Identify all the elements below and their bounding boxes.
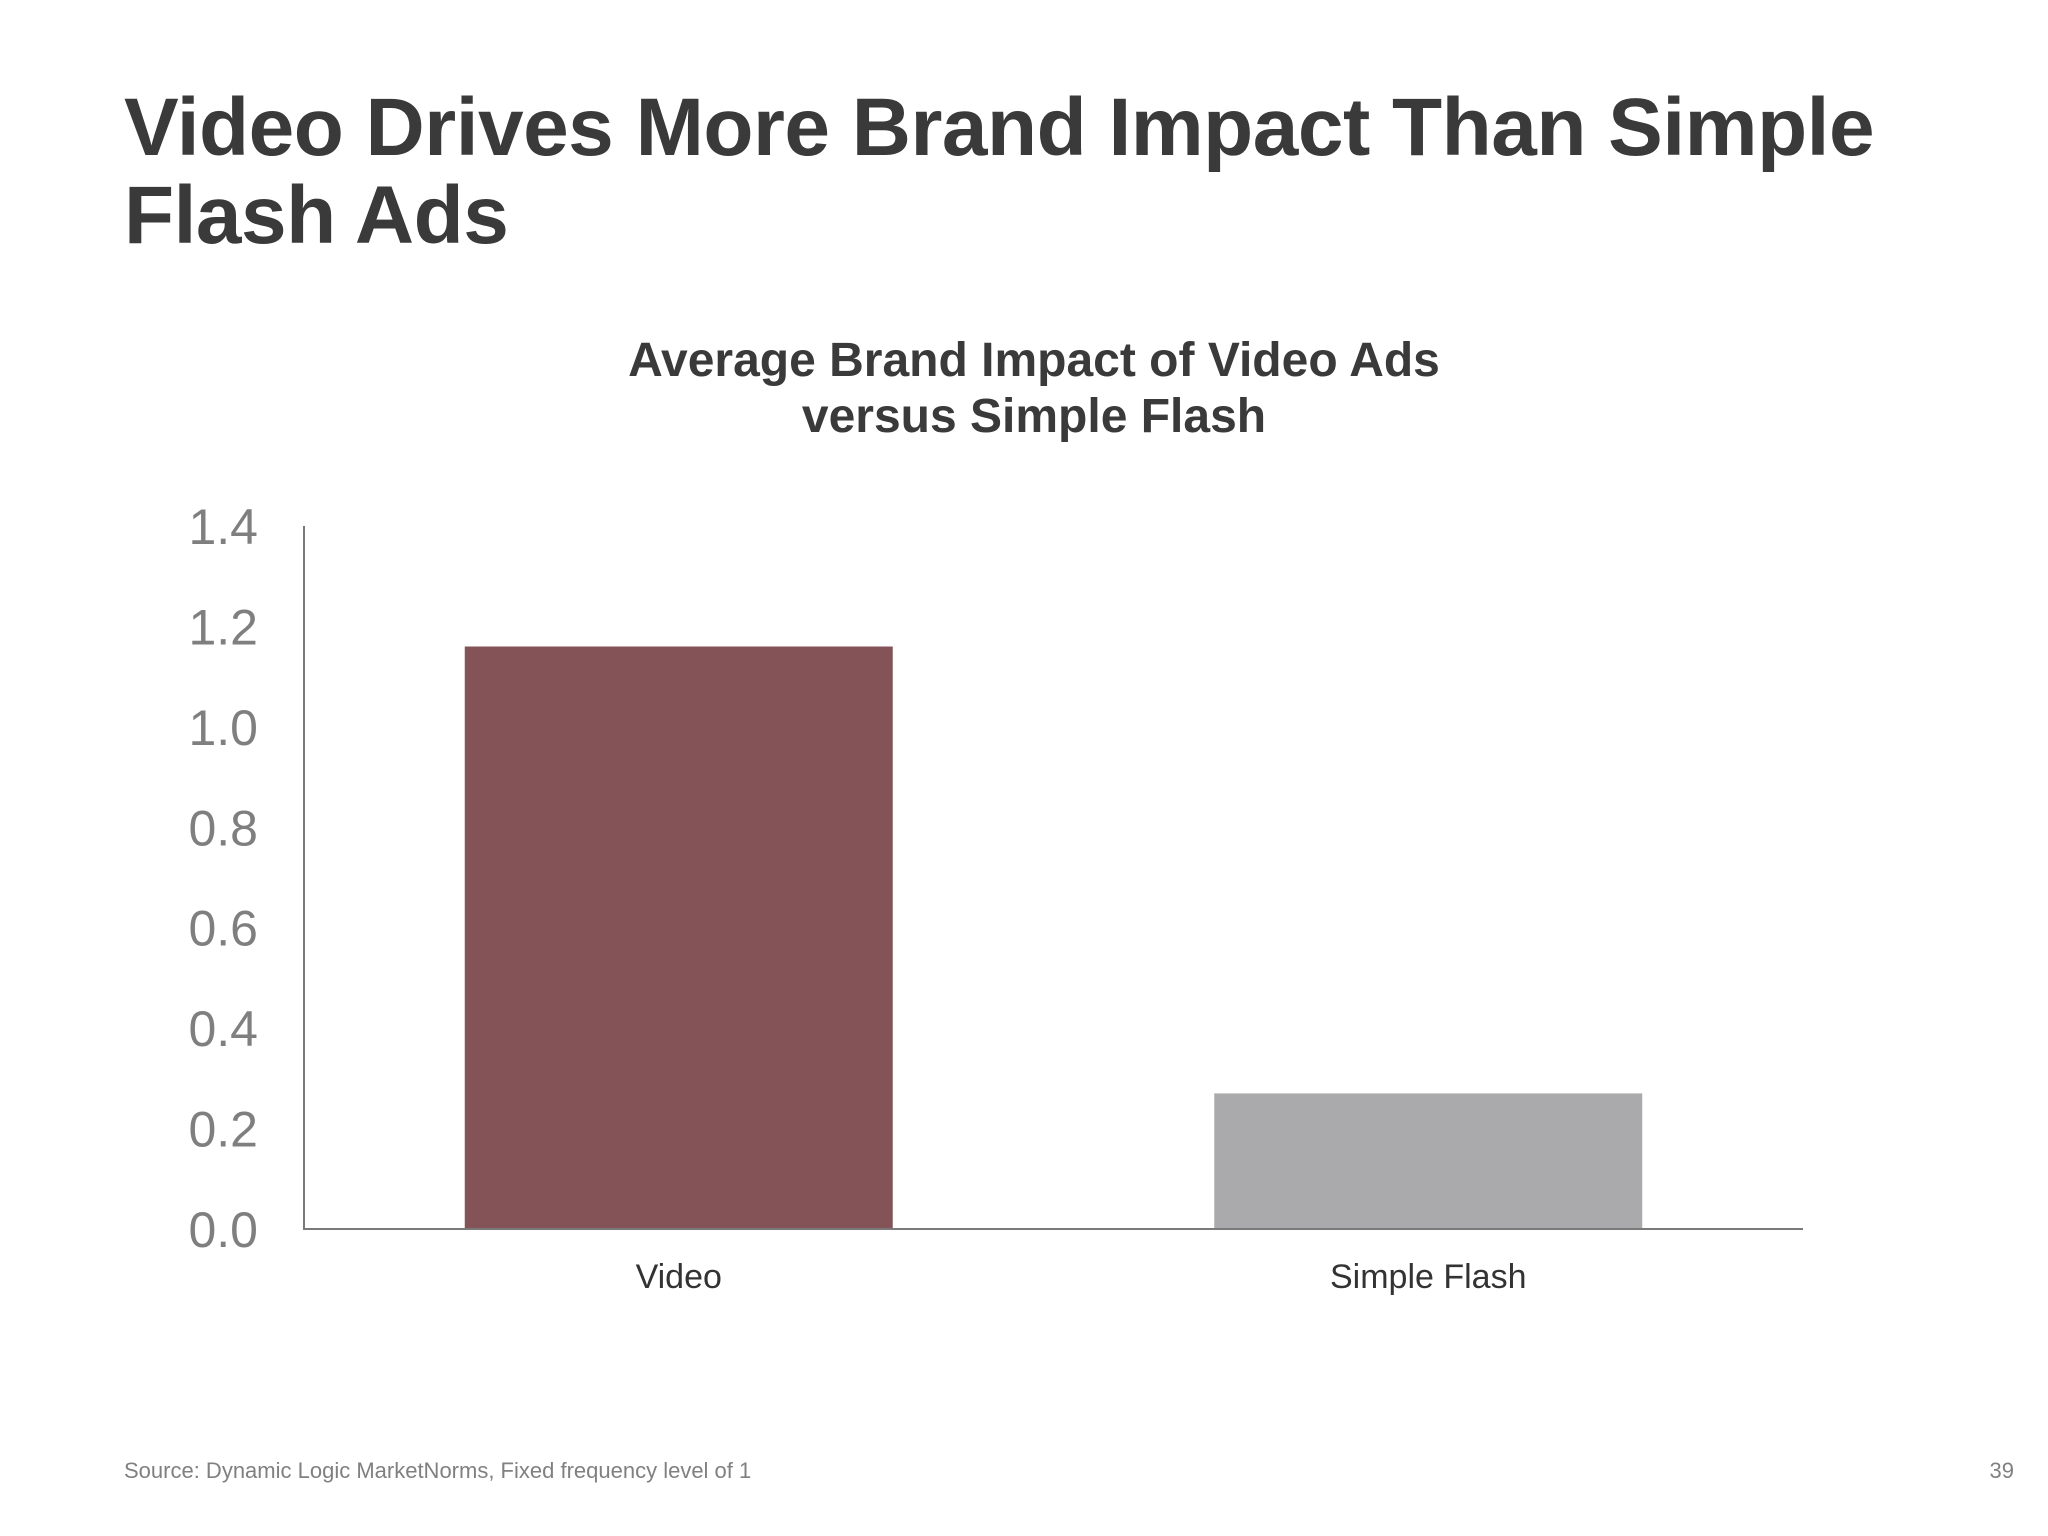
source-note: Source: Dynamic Logic MarketNorms, Fixed… — [124, 1458, 752, 1483]
y-tick-label: 1.4 — [188, 499, 258, 555]
x-axis-labels: Video Simple Flash — [636, 1258, 1527, 1296]
y-tick-label: 0.6 — [188, 901, 258, 957]
y-tick-label: 0.0 — [188, 1202, 258, 1258]
bar-simple-flash — [1214, 1093, 1643, 1229]
chart-title: Average Brand Impact of Video Adsversus … — [628, 334, 1440, 443]
bars — [464, 646, 1643, 1229]
x-category-label: Video — [636, 1258, 722, 1296]
y-tick-label: 1.2 — [188, 599, 258, 655]
chart-title-line: versus Simple Flash — [802, 390, 1266, 443]
page-number: 39 — [1989, 1458, 2014, 1483]
chart-title-line: Average Brand Impact of Video Ads — [628, 334, 1440, 387]
bar-video — [464, 646, 893, 1229]
y-tick-label: 1.0 — [188, 700, 258, 756]
y-tick-label: 0.8 — [188, 800, 258, 856]
slide-title: Video Drives More Brand Impact Than Simp… — [124, 82, 1875, 261]
x-category-label: Simple Flash — [1330, 1258, 1527, 1296]
y-tick-label: 0.2 — [188, 1102, 258, 1158]
y-tick-label: 0.4 — [188, 1001, 258, 1057]
y-axis-ticks: 0.0 0.2 0.4 0.6 0.8 1.0 1.2 1.4 — [188, 499, 258, 1258]
